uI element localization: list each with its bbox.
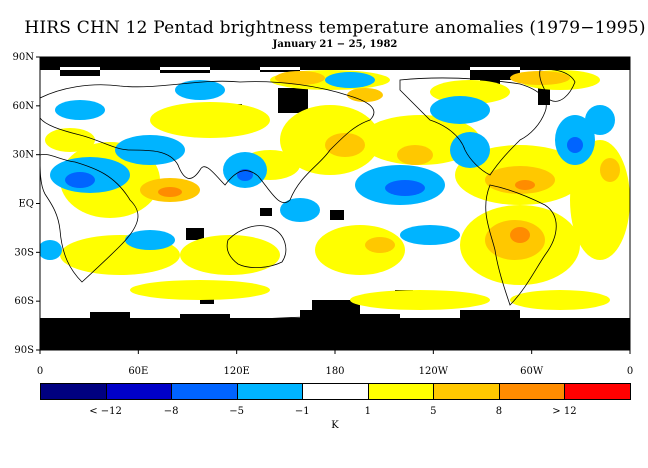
map-field — [40, 57, 630, 350]
colorbar-label: 1 — [364, 406, 371, 417]
lat-tick-label: EQ — [19, 199, 35, 210]
colorbar-swatch — [564, 383, 631, 400]
lat-tick-label: 60S — [14, 296, 34, 307]
lon-tick-label: 120E — [223, 366, 249, 377]
antarctica-outline — [40, 316, 630, 331]
lat-tick-label: 60N — [13, 101, 35, 112]
cool-anomaly-regions — [40, 72, 615, 260]
lon-tick-label: 0 — [627, 366, 633, 377]
australia-outline — [226, 225, 287, 268]
lat-tick-label: 30N — [13, 150, 35, 161]
colorbar-unit: K — [331, 420, 339, 431]
lon-tick-label: 120W — [419, 366, 449, 377]
colorbar-swatch — [498, 383, 566, 400]
colorbar-label: −1 — [294, 406, 310, 417]
colorbar-swatch — [433, 383, 500, 400]
lon-tick-label: 0 — [37, 366, 43, 377]
africa-outline — [40, 153, 139, 283]
map-title: HIRS CHN 12 Pentad brightness temperatur… — [24, 18, 646, 38]
colorbar-label: 5 — [430, 406, 437, 417]
lon-tick-label: 180 — [325, 366, 344, 377]
lon-tick-label: 60W — [520, 366, 544, 377]
colorbar-label: < −12 — [89, 406, 122, 417]
greenland-outline — [539, 69, 576, 102]
colorbar-swatch — [302, 383, 369, 400]
north-america-outline — [399, 77, 547, 176]
map-subtitle: January 21 − 25, 1982 — [272, 39, 398, 50]
colorbar-swatch — [40, 383, 107, 400]
colorbar-swatch — [367, 383, 435, 400]
missing-data-regions — [40, 57, 630, 350]
colorbar-swatch — [105, 383, 173, 400]
eurasia-outline — [40, 80, 375, 203]
lat-tick-label: 90N — [13, 52, 35, 63]
colorbar-label: > 12 — [552, 406, 577, 417]
colorbar-label: −5 — [229, 406, 245, 417]
coastlines — [40, 69, 630, 331]
lon-tick-label: 60E — [128, 366, 148, 377]
latitude-axis: 90N 60N 30N EQ 30S 60S 90S — [13, 52, 40, 356]
lat-tick-label: 90S — [14, 345, 34, 356]
colorbar-label: −8 — [163, 406, 179, 417]
longitude-axis: 0 60E 120E 180 120W 60W 0 — [37, 350, 633, 377]
colorbar-swatch — [236, 383, 304, 400]
lat-tick-label: 30S — [14, 247, 34, 258]
colorbar-label: 8 — [495, 406, 503, 417]
south-america-outline — [485, 184, 557, 306]
colorbar-swatch — [171, 383, 238, 400]
